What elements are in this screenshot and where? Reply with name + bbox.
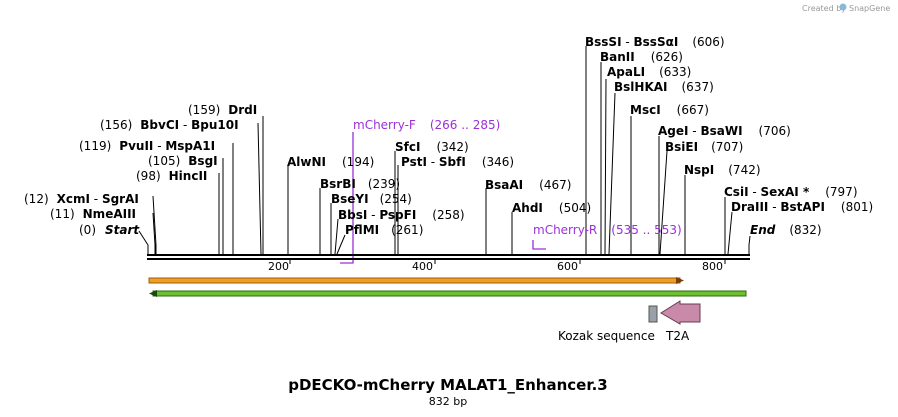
orf-forward-arrow	[148, 277, 684, 284]
line-end	[748, 235, 751, 254]
site-start: (0) Start	[79, 223, 140, 237]
site-alwni: AlwNI (194)	[287, 155, 374, 169]
site-xcmi: (12) XcmI - SgrAI	[24, 192, 139, 206]
kozak-label: Kozak sequence	[558, 329, 655, 343]
line-xcmi	[152, 195, 157, 254]
site-bsiei: BsiEI (707)	[665, 140, 743, 154]
tick-label-800: 800	[702, 260, 723, 273]
sequence-backbone	[147, 254, 750, 260]
site-bseyi: BseYI (254)	[331, 192, 412, 206]
tick-label-200: 200	[268, 260, 289, 273]
site-bslhkai: BslHKAI (637)	[614, 80, 714, 94]
site-bsrbi: BsrBI (239)	[320, 177, 400, 191]
t2a-label: T2A	[665, 329, 690, 343]
site-nmeaiii: (11) NmeAIII	[50, 207, 136, 221]
line-bslhkai	[608, 92, 616, 255]
site-hincii: (98) HincII	[136, 169, 207, 183]
site-nspi: NspI (742)	[684, 163, 761, 177]
scale-ticks	[289, 260, 726, 264]
tick-label-400: 400	[412, 260, 433, 273]
line-start	[138, 230, 149, 254]
map-title: pDECKO-mCherry MALAT1_Enhancer.3	[288, 376, 608, 394]
site-apali: ApaLI (633)	[607, 65, 691, 79]
site-end: End (832)	[750, 223, 822, 237]
created-by-label: Created by	[802, 4, 846, 13]
primer-r-label: mCherry-R (535 .. 553)	[533, 223, 682, 237]
site-psti: PstI - SbfI (346)	[401, 155, 514, 169]
site-bsaai: BsaAI (467)	[485, 178, 571, 192]
site-bsssi: BssSI - BssSαI (606)	[585, 35, 725, 49]
tick-label-600: 600	[557, 260, 578, 273]
line-nmeaiii	[152, 212, 156, 254]
t2a-feature-arrow	[660, 300, 701, 325]
site-drdi: (159) DrdI	[188, 103, 257, 117]
line-bbvci	[257, 122, 262, 255]
site-bbsi: BbsI - PspFI (258)	[338, 208, 465, 222]
site-csii: CsiI - SexAI * (797)	[724, 185, 858, 199]
site-agei: AgeI - BsaWI (706)	[658, 124, 791, 138]
primer-markers	[340, 132, 546, 264]
site-bbvci: (156) BbvCI - Bpu10I	[100, 118, 239, 132]
site-msci: MscI (667)	[630, 103, 709, 117]
cut-site-lines	[138, 46, 751, 255]
snapgene-logo-icon	[839, 3, 847, 11]
snapgene-name: SnapGene	[849, 4, 890, 13]
site-draiii: DraIII - BstAPI (801)	[731, 200, 873, 214]
primer-f-label: mCherry-F (266 .. 285)	[353, 118, 500, 132]
site-sfci: SfcI (342)	[395, 140, 469, 154]
sequence-length: 832 bp	[429, 395, 467, 408]
site-banii: BanII (626)	[600, 50, 683, 64]
site-pflmi: PflMI (261)	[345, 223, 423, 237]
site-pvuii: (119) PvuII - MspA1I	[79, 139, 215, 153]
primer-f-marker	[340, 132, 354, 264]
line-bbsi	[334, 218, 339, 255]
line-apali	[604, 78, 607, 255]
primer-r-marker	[532, 240, 546, 250]
line-bsiei	[659, 150, 668, 255]
line-pflmi	[336, 234, 346, 255]
site-bsgi: (105) BsgI	[148, 154, 218, 168]
orf-reverse-arrow	[149, 290, 747, 297]
site-ahdi: AhdI (504)	[512, 201, 591, 215]
line-draiii	[727, 211, 733, 255]
kozak-feature	[648, 305, 658, 323]
